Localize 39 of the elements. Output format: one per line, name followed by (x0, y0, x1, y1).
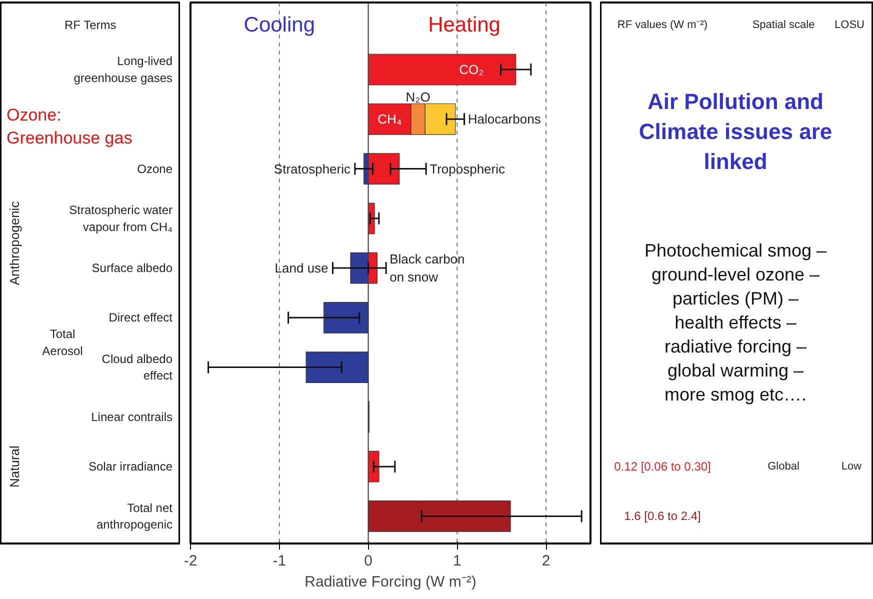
series-label: Halocarbons (468, 112, 542, 127)
y-tick-label: Direct effect (108, 310, 174, 325)
text: Low (841, 460, 862, 473)
annotation: Heating (428, 13, 500, 36)
x-tick-label: 0 (364, 552, 372, 570)
x-tick-label: -1 (272, 552, 286, 570)
x-axis-title: Radiative Forcing (W m⁻²) (304, 574, 476, 590)
series-label: Stratospheric (274, 161, 351, 176)
text: Photochemical smog – ground-level ozone – particles (PM) – health effects – radiative forcing – global warming – more smog etc…. (644, 240, 827, 405)
y-tick-label: Total net anthropogenic (96, 500, 174, 532)
annotation: Cooling (244, 13, 315, 36)
y-tick-label: Ozone (137, 162, 173, 176)
text: Tropospheric (430, 161, 506, 176)
series-label: CO₂ (459, 62, 484, 78)
series-label: CH₄ (378, 112, 402, 127)
text: 0.12 [0.06 to 0.30] (614, 460, 711, 474)
y-tick-label: Surface albedo (92, 261, 173, 276)
y-tick-label: Stratospheric water vapour from CH₄ (69, 203, 173, 234)
text: Ozone: Greenhouse gas (6, 106, 132, 148)
x-tick-label: 1 (452, 552, 462, 570)
y-tick-label: Cloud albedo effect (102, 352, 174, 383)
text: Anthropogenic (7, 200, 22, 286)
series-label: N₂O (406, 89, 430, 104)
text: Global (768, 460, 800, 473)
y-tick-label: Linear contrails (91, 410, 172, 424)
text: Natural (7, 446, 22, 488)
text: RF Terms (64, 18, 116, 32)
series-label: Black carbon on snow (390, 252, 465, 285)
text: RF values (W m⁻²) (617, 18, 708, 31)
y-tick-label: Long-lived greenhouse gases (74, 54, 173, 85)
series-label: Land use (274, 260, 328, 276)
x-tick-label: 2 (542, 552, 550, 570)
text: Air Pollution and Climate issues are linked (638, 89, 832, 174)
text: Spatial scale (752, 18, 815, 31)
x-tick-label: -2 (184, 552, 198, 570)
text: Total Aerosol (42, 327, 83, 358)
text: 1.6 [0.6 to 2.4] (624, 509, 701, 524)
text: LOSU (834, 18, 865, 31)
y-tick-label: Solar irradiance (88, 460, 173, 474)
